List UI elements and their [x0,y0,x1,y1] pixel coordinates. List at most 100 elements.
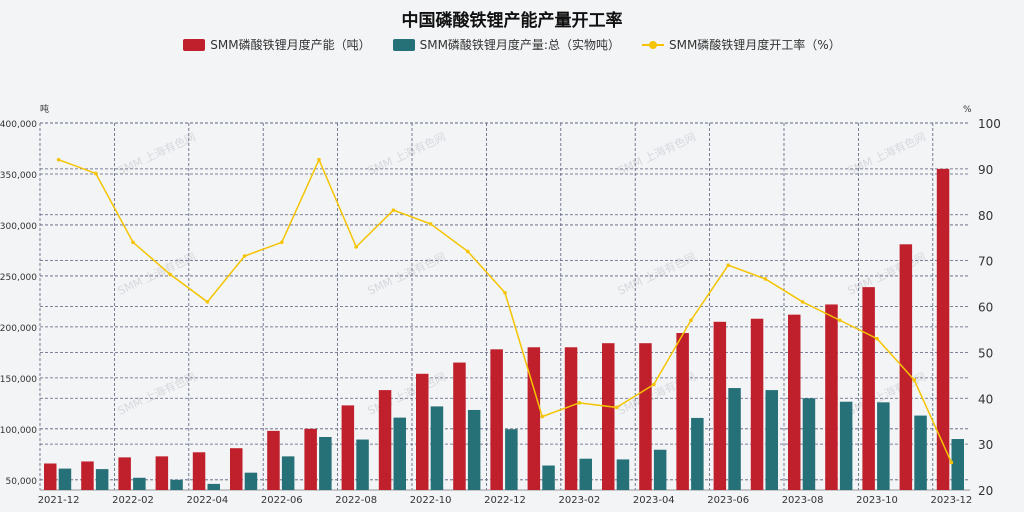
chart-title: 中国磷酸铁锂产能产量开工率 [401,11,623,31]
capacity-bar [416,373,429,490]
output-bar [505,429,518,490]
x-tick-label: 2023-06 [707,495,749,506]
output-bar [281,456,295,490]
output-bar [616,459,630,490]
capacity-bar [453,362,466,490]
legend-label: SMM磷酸铁锂月度开工率（%） [668,38,841,52]
rate-point [503,290,507,295]
rate-point [131,240,135,245]
left-tick-label: 150,000 [0,375,37,385]
watermark: SMM 上海有色网 [365,129,447,177]
watermark: SMM 上海有色网 [115,249,197,297]
right-tick-label: 80 [978,209,993,223]
legend-swatch [392,38,415,51]
right-tick-label: 30 [978,438,993,452]
left-tick-label: 350,000 [0,171,37,181]
x-tick-label: 2022-08 [335,495,377,506]
rate-point [726,263,730,268]
rate-point [652,382,656,387]
output-bar [542,465,555,490]
legend-item-rate[interactable]: SMM磷酸铁锂月度开工率（%） [641,36,841,53]
output-bar [802,398,816,490]
x-tick-label: 2023-10 [856,495,898,506]
rate-point [94,171,98,176]
output-bar [765,390,778,490]
rate-point [391,208,396,212]
capacity-bar [155,456,169,490]
legend-swatch [183,38,206,51]
x-tick-label: 2022-06 [261,495,303,506]
watermark: SMM 上海有色网 [115,369,197,417]
rate-point [689,318,693,323]
output-bar [877,402,890,490]
watermark: SMM 上海有色网 [845,129,927,177]
x-tick-label: 2023-12 [931,495,973,506]
rate-point [466,249,470,254]
rate-point [838,318,842,323]
capacity-bar [304,428,317,490]
left-tick-label: 100,000 [0,426,37,436]
rate-point [354,245,359,249]
rate-point [56,157,61,162]
rate-point [168,272,172,277]
left-tick-label: 250,000 [0,273,37,283]
rate-point [949,460,954,465]
output-bar [207,483,220,490]
rate-point [242,254,247,258]
capacity-bar [639,343,652,490]
rate-point [763,277,768,281]
right-tick-label: 60 [978,301,993,315]
capacity-bar [118,457,131,490]
capacity-bar [602,343,615,490]
x-tick-label: 2022-02 [112,495,154,506]
right-axis-unit: % [963,105,972,115]
capacity-bar [44,463,57,490]
rate-point [540,414,544,419]
capacity-bar [81,461,94,490]
output-bar [653,449,667,490]
capacity-bar [341,405,355,490]
output-bar [95,469,109,490]
right-tick-label: 70 [978,255,993,269]
watermark: SMM 上海有色网 [845,249,927,297]
rate-point [875,336,879,341]
output-bar [133,477,146,490]
watermark: SMM 上海有色网 [615,249,697,297]
capacity-bar [192,452,206,490]
watermark: SMM 上海有色网 [365,249,447,297]
rate-point [614,405,619,410]
capacity-bar [564,347,578,490]
legend-item-capacity[interactable]: SMM磷酸铁锂月度产能（吨） [183,36,371,53]
legend-item-output[interactable]: SMM磷酸铁锂月度产量:总（实物吨） [392,36,620,53]
left-axis-unit: 吨 [40,103,49,115]
capacity-bar [378,390,392,490]
legend-swatch [641,40,664,49]
output-bar [951,439,964,490]
capacity-bar [936,168,950,490]
x-tick-label: 2022-10 [410,495,452,506]
capacity-bar [490,349,503,490]
capacity-bar [230,448,243,490]
output-bar [58,468,72,490]
capacity-bar [788,314,801,490]
left-tick-label: 200,000 [0,324,37,334]
capacity-bar [825,304,838,490]
capacity-bar [713,321,727,490]
legend: SMM磷酸铁锂月度产能（吨） SMM磷酸铁锂月度产量:总（实物吨） SMM磷酸铁… [0,36,1024,53]
rate-point [800,300,805,304]
legend-label: SMM磷酸铁锂月度产量:总（实物吨） [419,38,620,52]
output-bar [244,472,258,490]
output-bar [579,458,592,490]
output-bar [839,401,853,490]
watermark: SMM 上海有色网 [615,129,697,177]
right-tick-label: 40 [978,392,993,406]
right-tick-label: 100 [978,117,1001,131]
watermark: SMM 上海有色网 [115,129,197,177]
x-tick-label: 2022-04 [187,495,229,506]
output-bar [319,436,332,490]
x-tick-label: 2023-04 [633,495,675,506]
capacity-bar [267,430,280,490]
output-bar [914,415,927,490]
left-tick-label: 50,000 [6,477,38,487]
